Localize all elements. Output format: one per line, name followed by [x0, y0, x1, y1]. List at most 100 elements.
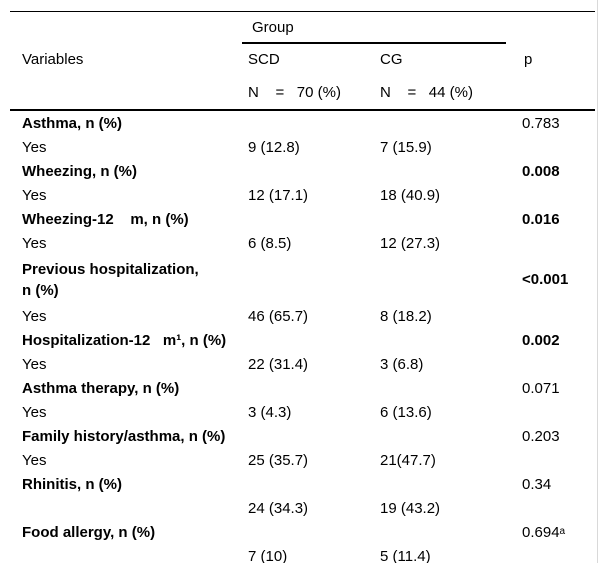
- p-value: [512, 496, 595, 520]
- p-value: [512, 231, 595, 255]
- table-body: Asthma, n (%) 0.783 Yes 9 (12.8) 7 (15.9…: [10, 111, 595, 563]
- table-row: 24 (34.3) 19 (43.2): [10, 496, 595, 520]
- variable-label: Yes: [22, 355, 47, 373]
- variable-label: Family history/asthma, n (%): [22, 427, 226, 445]
- p-value: [512, 400, 595, 424]
- p-value: [512, 304, 595, 328]
- cg-value: 3 (6.8): [380, 355, 424, 373]
- table-row: Rhinitis, n (%) 0.34: [10, 472, 595, 496]
- p-value-text: 0.783: [522, 114, 560, 132]
- cg-n-label: N = 44 (%): [380, 83, 473, 101]
- group-header-cell: Group: [242, 12, 506, 44]
- variable-label: Yes: [22, 403, 47, 421]
- scd-value: [248, 328, 380, 352]
- table-row: Asthma, n (%) 0.783: [10, 111, 595, 135]
- p-value: [512, 183, 595, 207]
- p-value: [512, 448, 595, 472]
- scd-value: 25 (35.7): [248, 451, 309, 469]
- cg-value: [380, 111, 512, 135]
- p-column-header: p: [524, 51, 533, 68]
- p-value: 0.203: [512, 424, 595, 448]
- comparison-table: Group Variables SCD CG p N = 70 (%) N = …: [10, 11, 595, 563]
- cg-value: [380, 328, 512, 352]
- variable-label: Previous hospitalization, n (%): [22, 260, 199, 299]
- scd-value: 22 (31.4): [248, 355, 309, 373]
- cg-value: [380, 255, 512, 304]
- scd-value: [248, 207, 380, 231]
- p-value-text: 0.016: [522, 210, 560, 228]
- table-row: Yes 25 (35.7) 21(47.7): [10, 448, 595, 472]
- table-row: Yes 46 (65.7) 8 (18.2): [10, 304, 595, 328]
- cg-value: 19 (43.2): [380, 499, 441, 517]
- spanner-spacer: [10, 12, 248, 44]
- table-row: Wheezing-12 m, n (%) 0.016: [10, 207, 595, 231]
- variable-label: [10, 544, 248, 563]
- p-value: [512, 544, 595, 563]
- variable-label: Wheezing-12 m, n (%): [22, 210, 189, 228]
- scd-value: 3 (4.3): [248, 403, 292, 421]
- p-value-text: <0.001: [522, 271, 569, 288]
- cg-value: 12 (27.3): [380, 234, 441, 252]
- p-value: <0.001: [512, 255, 595, 304]
- p-value-text: 0.071: [522, 379, 560, 397]
- group-spanner-row: Group: [10, 12, 595, 44]
- scd-value: [248, 111, 380, 135]
- variable-label: Yes: [22, 138, 47, 156]
- p-value-text: 0.008: [522, 162, 560, 180]
- scd-value: 6 (8.5): [248, 234, 292, 252]
- table-row: Asthma therapy, n (%) 0.071: [10, 376, 595, 400]
- p-value: 0.783: [512, 111, 595, 135]
- scd-n-label: N = 70 (%): [248, 83, 341, 101]
- cg-value: [380, 424, 512, 448]
- variables-column-header: Variables: [22, 51, 84, 68]
- cg-value: [380, 376, 512, 400]
- variable-label: Asthma, n (%): [22, 114, 123, 132]
- table-row: Yes 6 (8.5) 12 (27.3): [10, 231, 595, 255]
- variable-label: Wheezing, n (%): [22, 162, 137, 180]
- cg-value: 5 (11.4): [380, 547, 431, 563]
- table-row: Wheezing, n (%) 0.008: [10, 159, 595, 183]
- variable-label: Yes: [22, 186, 47, 204]
- table-row: Yes 22 (31.4) 3 (6.8): [10, 352, 595, 376]
- table-row: Yes 9 (12.8) 7 (15.9): [10, 135, 595, 159]
- p-value-text: 0.694: [522, 523, 560, 541]
- scd-value: [248, 424, 380, 448]
- variable-label: Yes: [22, 234, 47, 252]
- p-value: 0.694 a: [522, 523, 566, 541]
- variable-label: Yes: [22, 307, 47, 325]
- scd-value: 24 (34.3): [248, 499, 309, 517]
- p-value: [512, 135, 595, 159]
- p-value: 0.008: [512, 159, 595, 183]
- p-value: 0.071: [512, 376, 595, 400]
- table-row: Food allergy, n (%) 0.694 a: [10, 520, 595, 544]
- scd-value: [248, 376, 380, 400]
- scd-value: 12 (17.1): [248, 186, 309, 204]
- p-value: 0.34: [512, 472, 595, 496]
- p-value-text: 0.203: [522, 427, 560, 445]
- p-value: 0.002: [512, 328, 595, 352]
- cg-value: 6 (13.6): [380, 403, 432, 421]
- scd-value: [248, 159, 380, 183]
- cg-value: 8 (18.2): [380, 307, 432, 325]
- table-row: Previous hospitalization, n (%) <0.001: [10, 255, 595, 304]
- scd-value: [248, 255, 380, 304]
- variable-label: [10, 496, 248, 520]
- table-header: Group Variables SCD CG p N = 70 (%) N = …: [10, 12, 595, 111]
- cg-value: 7 (15.9): [380, 138, 432, 156]
- column-header-row: Variables SCD CG p: [10, 44, 595, 75]
- scd-value: [248, 520, 380, 544]
- cg-value: [380, 159, 512, 183]
- sample-size-row: N = 70 (%) N = 44 (%): [10, 75, 595, 109]
- scd-column-header: SCD: [248, 51, 280, 68]
- cg-value: [380, 472, 512, 496]
- scd-value: 46 (65.7): [248, 307, 309, 325]
- table-row: Yes 12 (17.1) 18 (40.9): [10, 183, 595, 207]
- p-value: [512, 352, 595, 376]
- variable-label: Rhinitis, n (%): [22, 475, 122, 493]
- cg-value: 18 (40.9): [380, 186, 441, 204]
- figure-edge-line: [597, 0, 598, 563]
- p-value-text: 0.002: [522, 331, 560, 349]
- variable-label: Hospitalization-12 m¹, n (%): [22, 331, 227, 349]
- cg-column-header: CG: [380, 51, 403, 68]
